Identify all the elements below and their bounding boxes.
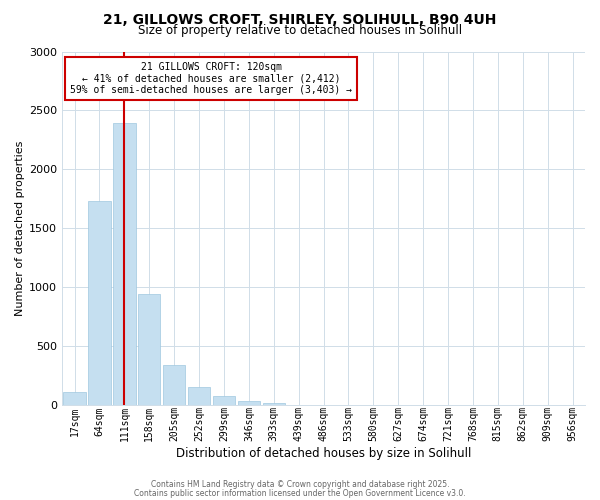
Bar — [113, 124, 136, 405]
Text: Contains public sector information licensed under the Open Government Licence v3: Contains public sector information licen… — [134, 488, 466, 498]
Text: Size of property relative to detached houses in Solihull: Size of property relative to detached ho… — [138, 24, 462, 37]
Bar — [238, 400, 260, 405]
Bar — [263, 403, 285, 405]
Bar — [163, 365, 185, 405]
Bar — [138, 294, 160, 405]
Bar — [213, 396, 235, 405]
Bar — [64, 392, 86, 405]
Text: 21 GILLOWS CROFT: 120sqm
← 41% of detached houses are smaller (2,412)
59% of sem: 21 GILLOWS CROFT: 120sqm ← 41% of detach… — [70, 62, 352, 96]
X-axis label: Distribution of detached houses by size in Solihull: Distribution of detached houses by size … — [176, 447, 471, 460]
Text: Contains HM Land Registry data © Crown copyright and database right 2025.: Contains HM Land Registry data © Crown c… — [151, 480, 449, 489]
Y-axis label: Number of detached properties: Number of detached properties — [15, 140, 25, 316]
Bar — [188, 386, 210, 405]
Text: 21, GILLOWS CROFT, SHIRLEY, SOLIHULL, B90 4UH: 21, GILLOWS CROFT, SHIRLEY, SOLIHULL, B9… — [103, 12, 497, 26]
Title: 21, GILLOWS CROFT, SHIRLEY, SOLIHULL, B90 4UH
Size of property relative to detac: 21, GILLOWS CROFT, SHIRLEY, SOLIHULL, B9… — [0, 499, 1, 500]
Bar — [88, 201, 111, 405]
